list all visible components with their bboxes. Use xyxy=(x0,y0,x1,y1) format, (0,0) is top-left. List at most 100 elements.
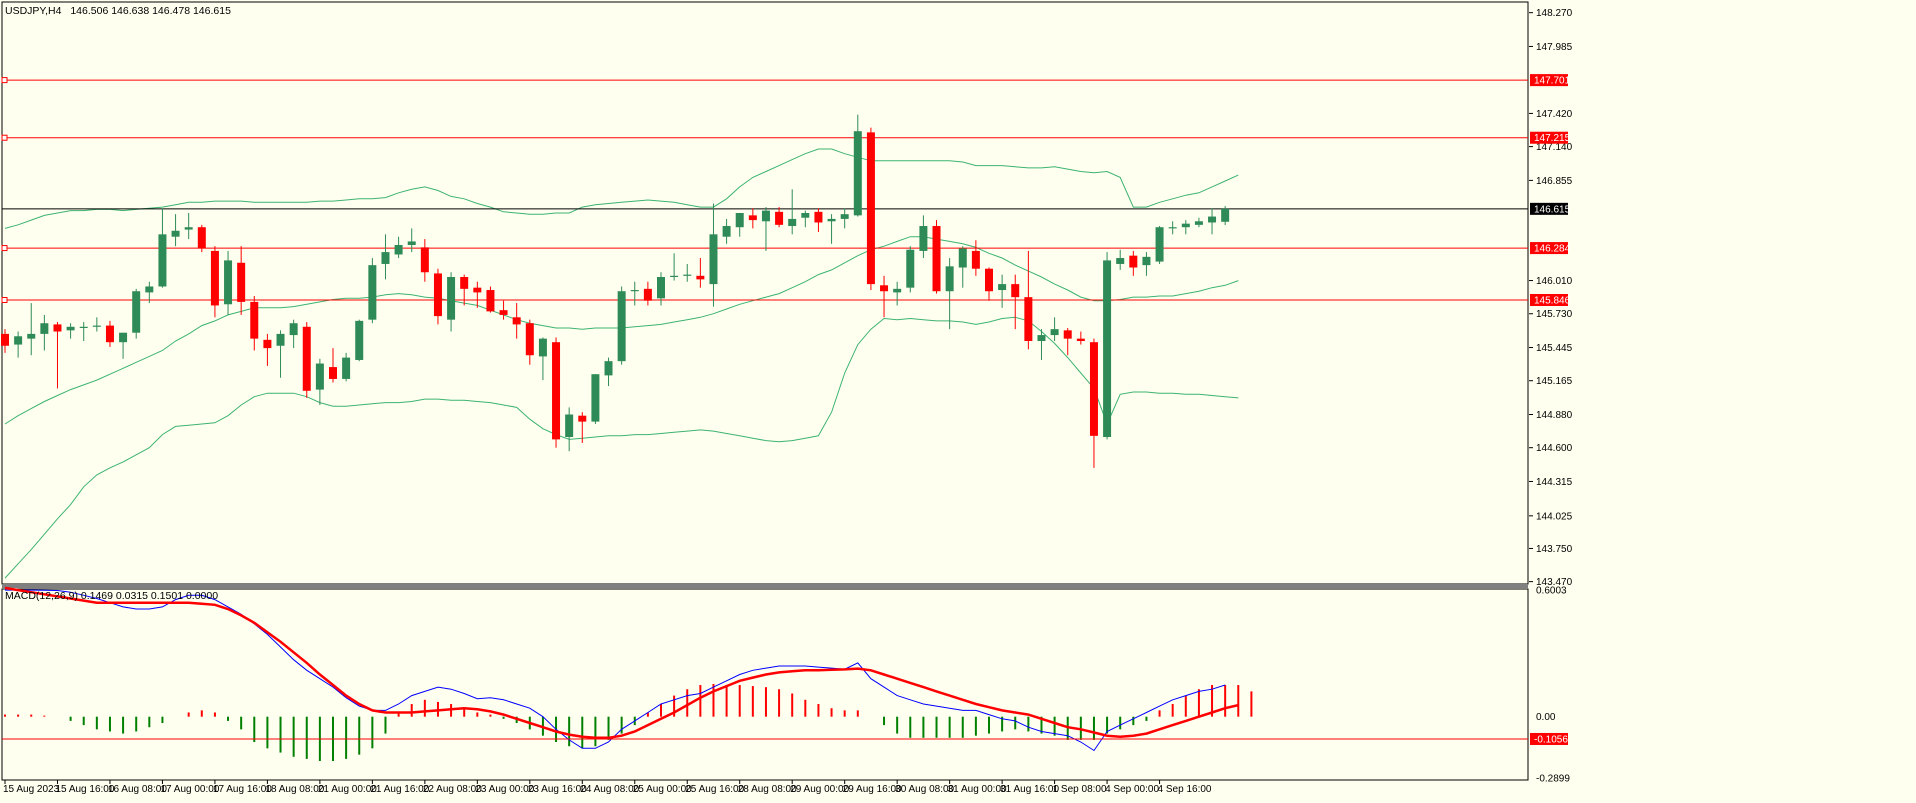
candle-body xyxy=(27,333,36,339)
time-tick-label: 30 Aug 08:00 xyxy=(895,784,954,795)
price-axis: 148.270 147.985 147.420 147.140 146.855 146.0… xyxy=(1529,8,1573,784)
time-tick-label: 31 Aug 16:00 xyxy=(1000,784,1059,795)
candle-body xyxy=(1076,338,1085,342)
candle-body xyxy=(1024,297,1033,342)
current-price-label: 146.615 xyxy=(1534,204,1571,215)
candle-body xyxy=(394,244,403,255)
candle-body xyxy=(604,361,613,376)
time-tick-label: 17 Aug 16:00 xyxy=(213,784,272,795)
candle-body xyxy=(932,226,941,292)
candle-body xyxy=(486,290,495,312)
candle-body xyxy=(145,286,154,293)
candle-body xyxy=(1208,216,1217,223)
price-tick-label: 143.750 xyxy=(1536,544,1573,555)
time-tick-label: 18 Aug 08:00 xyxy=(265,784,324,795)
bollinger-upper-line xyxy=(4,148,1239,229)
candle-body xyxy=(880,285,889,292)
candle-body xyxy=(289,323,298,336)
chart-frame xyxy=(1,1,1529,781)
candle-body xyxy=(1063,330,1072,339)
price-tick-label: 144.315 xyxy=(1536,477,1573,488)
candle-body xyxy=(840,214,849,219)
candle-body xyxy=(552,342,561,440)
time-tick-label: 4 Sep 00:00 xyxy=(1105,784,1159,795)
time-tick-label: 15 Aug 2023 xyxy=(3,784,60,795)
level-handle xyxy=(1,245,8,252)
macd-level-label-bg xyxy=(1530,732,1568,745)
candle-body xyxy=(315,363,324,390)
candle-body xyxy=(1129,255,1138,268)
time-tick-label: 31 Aug 00:00 xyxy=(948,784,1007,795)
candle-body xyxy=(119,332,128,343)
candle-body xyxy=(237,262,246,302)
time-tick-label: 25 Aug 16:00 xyxy=(685,784,744,795)
candle-body xyxy=(1103,260,1112,438)
candle-body xyxy=(1011,284,1020,298)
candle-body xyxy=(171,230,180,237)
ohlc-readout: 146.506 146.638 146.478 146.615 xyxy=(70,5,231,17)
time-tick-label: 21 Aug 16:00 xyxy=(370,784,429,795)
candle-body xyxy=(224,260,233,305)
candle-body xyxy=(407,241,416,245)
candle-body xyxy=(788,218,797,227)
horizontal-levels xyxy=(1,77,1528,303)
candle-body xyxy=(1221,208,1230,222)
candle-body xyxy=(263,339,272,349)
level-handle xyxy=(1,134,8,141)
chart-title: USDJPY,H4 146.506 146.638 146.478 146.61… xyxy=(5,5,231,17)
time-tick-label: 23 Aug 16:00 xyxy=(528,784,587,795)
candle-body xyxy=(985,268,993,292)
macd-tick-label: 0.00 xyxy=(1536,712,1556,723)
macd-tick-label: -0.2899 xyxy=(1536,773,1570,784)
candle-body xyxy=(591,374,600,422)
candle-body xyxy=(906,249,915,288)
level-price-label: 146.284 xyxy=(1534,244,1571,255)
level-handle xyxy=(1,296,8,303)
candles xyxy=(1,114,1230,468)
candle-body xyxy=(578,415,587,422)
candle-body xyxy=(643,288,652,301)
price-tick-label: 145.730 xyxy=(1536,309,1573,320)
candle-body xyxy=(132,291,141,333)
candle-body xyxy=(1116,258,1125,264)
price-tick-label: 144.880 xyxy=(1536,410,1573,421)
macd-tick-label: 0.6003 xyxy=(1536,585,1567,596)
candle-body xyxy=(355,320,364,360)
candle-body xyxy=(919,226,928,251)
candle-body xyxy=(748,215,757,221)
price-tick-label: 147.140 xyxy=(1536,142,1573,153)
price-tick-label: 144.025 xyxy=(1536,511,1573,522)
candle-body xyxy=(958,248,967,268)
price-tick-label: 148.270 xyxy=(1536,8,1573,19)
candle-body xyxy=(538,338,547,357)
candle-body xyxy=(433,273,442,317)
candle-body xyxy=(381,252,390,264)
time-tick-label: 25 Aug 00:00 xyxy=(633,784,692,795)
candle-body xyxy=(801,212,810,218)
time-tick-label: 29 Aug 00:00 xyxy=(790,784,849,795)
macd-signal-line xyxy=(4,586,1239,740)
price-tick-label: 145.445 xyxy=(1536,343,1573,354)
price-tick-label: 147.420 xyxy=(1536,109,1573,120)
candle-body xyxy=(499,310,508,315)
price-tick-label: 146.855 xyxy=(1536,176,1573,187)
macd-pane-border xyxy=(1,588,1529,781)
candle-body xyxy=(945,266,954,292)
level-price-label: 145.846 xyxy=(1534,295,1571,306)
candle-body xyxy=(670,275,679,277)
candle-body xyxy=(565,414,574,438)
candle-body xyxy=(866,132,875,285)
candle-body xyxy=(617,291,626,362)
candle-body xyxy=(630,290,639,292)
candle-body xyxy=(342,357,351,379)
candle-body xyxy=(1181,223,1190,228)
candle-body xyxy=(722,226,731,237)
candle-body xyxy=(40,323,49,334)
candle-body xyxy=(197,227,206,249)
time-tick-label: 1 Sep 08:00 xyxy=(1053,784,1107,795)
time-tick-label: 23 Aug 00:00 xyxy=(475,784,534,795)
price-tick-label: 146.010 xyxy=(1536,276,1573,287)
candle-body xyxy=(105,325,114,343)
